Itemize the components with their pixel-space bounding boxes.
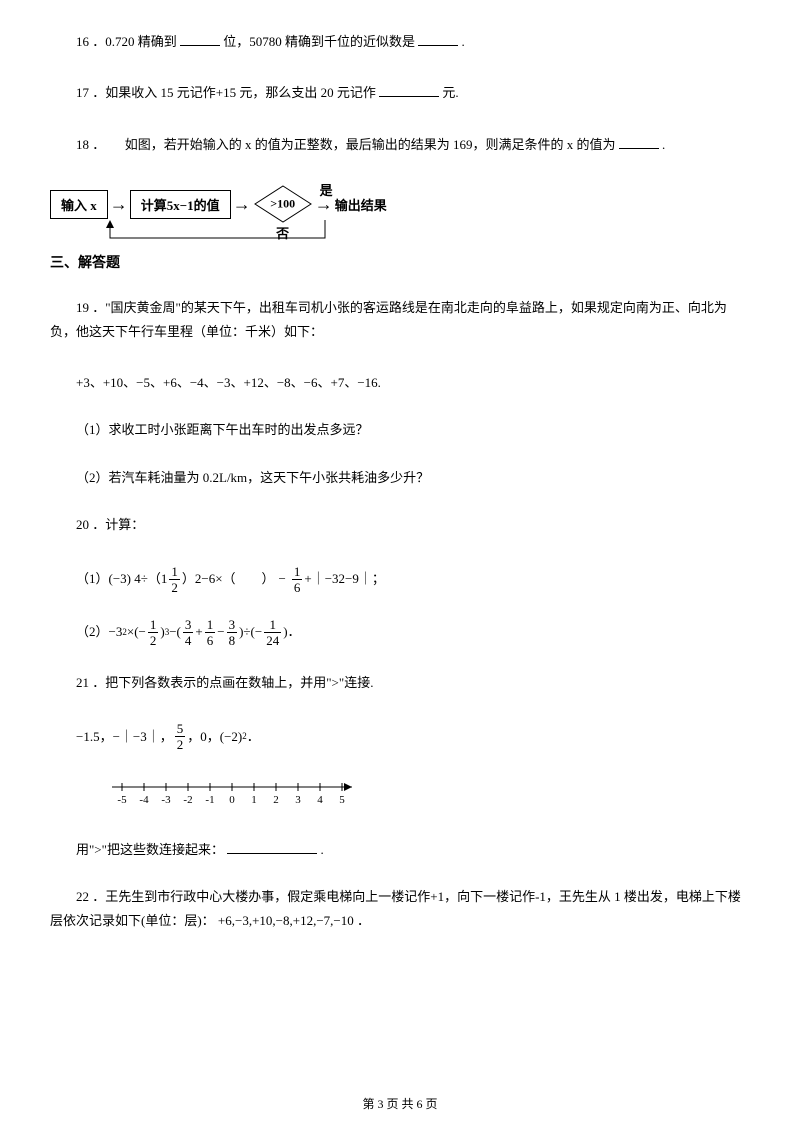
fc-calc-box: 计算5x−1的值 (130, 190, 231, 219)
q21-text: ．把下列各数表示的点画在数轴上，并用">"连接. (92, 675, 373, 690)
q21-num: 21 (76, 675, 89, 690)
footer-text: 第 3 页 共 6 页 (362, 1097, 437, 1111)
q20-part2: （2） −32 ×(− 12 )3 −( 34 + 16 − 38 )÷(− 1… (76, 618, 750, 647)
q20-num: 20 (76, 517, 89, 532)
question-16: 16 ．0.720 精确到 位，50780 精确到千位的近似数是 . (50, 30, 750, 53)
arrow-icon: → (110, 194, 128, 215)
neg2-squared: (−2)2 (220, 725, 247, 748)
q20-p2-prefix: （2） (76, 620, 109, 643)
q22-num: 22 (76, 889, 89, 904)
q17-text-a: ．如果收入 15 元记作+15 元，那么支出 20 元记作 (92, 85, 376, 100)
fc-cond-text: >100 (270, 197, 295, 212)
q21-connect-text: 用">"把这些数连接起来： (76, 842, 224, 857)
q20-part1: （1）(−3) 4÷（1 12 ）2−6×（ ） − 16 +｜−32−9｜； (76, 565, 750, 594)
svg-text:-3: -3 (161, 794, 171, 806)
fraction-5-2: 52 (175, 722, 186, 751)
svg-text:5: 5 (339, 794, 345, 806)
q20-p2-period: ． (288, 620, 301, 643)
fc-input-box: 输入 x (50, 190, 108, 219)
q21-connect: 用">"把这些数连接起来： . (50, 838, 750, 861)
q16-blank-2 (418, 32, 458, 46)
flowchart: 输入 x → 计算5x−1的值 → >100 是 否 → 输出结果 (50, 184, 750, 224)
q21-nums-b: ，0， (187, 725, 220, 748)
q20-p1-mid2: +｜−32−9｜； (304, 567, 385, 590)
fraction-1-6: 16 (292, 565, 303, 594)
svg-text:-1: -1 (205, 794, 214, 806)
fc-yes-label: 是 (320, 180, 333, 199)
number-line: -5 -4 -3 -2 -1 0 1 2 3 4 5 (102, 775, 750, 814)
q22-text-b: ． (357, 913, 370, 928)
q19-sub2: （2）若汽车耗油量为 0.2L/km，这天下午小张共耗油多少升？ (50, 466, 750, 489)
q18-num: 18 (76, 137, 89, 152)
svg-text:0: 0 (229, 794, 235, 806)
q20-p2-formula: −32 ×(− 12 )3 −( 34 + 16 − 38 )÷(− 124 ) (109, 618, 288, 647)
q22-text-a: ．王先生到市行政中心大楼办事，假定乘电梯向上一楼记作+1，向下一楼记作-1，王先… (50, 889, 741, 927)
q19-intro-text: ．"国庆黄金周"的某天下午，出租车司机小张的客运路线是在南北走向的阜益路上，如果… (50, 300, 727, 338)
q17-num: 17 (76, 85, 89, 100)
q21-period: . (320, 842, 323, 857)
section-3-title: 三、解答题 (50, 252, 750, 272)
question-19: 19 ．"国庆黄金周"的某天下午，出租车司机小张的客运路线是在南北走向的阜益路上… (50, 296, 750, 343)
q16-text-b: 位，50780 精确到千位的近似数是 (223, 34, 415, 49)
q19-data: +3、+10、−5、+6、−4、−3、+12、−8、−6、+7、−16. (50, 371, 750, 394)
q16-blank-1 (180, 32, 220, 46)
q16-text-a: ．0.720 精确到 (92, 34, 177, 49)
arrow-icon: → (233, 194, 251, 215)
q18-text-a: ． 如图，若开始输入的 x 的值为正整数，最后输出的结果为 169，则满足条件的… (92, 137, 615, 152)
svg-text:3: 3 (295, 794, 301, 806)
fc-decision: >100 是 否 (253, 184, 313, 224)
question-17: 17 ．如果收入 15 元记作+15 元，那么支出 20 元记作 元. (50, 81, 750, 104)
q19-num: 19 (76, 300, 89, 315)
svg-text:1: 1 (251, 794, 257, 806)
q21-nums-a: −1.5，−｜−3｜， (76, 725, 173, 748)
svg-text:4: 4 (317, 794, 323, 806)
q22-data: +6,−3,+10,−8,+12,−7,−10 (218, 913, 354, 928)
page-footer: 第 3 页 共 6 页 (0, 1095, 800, 1112)
q19-intro: 19 ．"国庆黄金周"的某天下午，出租车司机小张的客运路线是在南北走向的阜益路上… (50, 296, 750, 343)
q18-text-b: . (662, 137, 665, 152)
svg-text:2: 2 (273, 794, 279, 806)
flowchart-container: 输入 x → 计算5x−1的值 → >100 是 否 → 输出结果 (50, 184, 750, 224)
q20-text: ．计算： (92, 517, 144, 532)
question-20: 20 ．计算： (50, 513, 750, 536)
q20-p1-mid1: ）2−6×（ ） (182, 567, 275, 590)
q19-sub1: （1）求收工时小张距离下午出车时的出发点多远？ (50, 418, 750, 441)
question-21: 21 ．把下列各数表示的点画在数轴上，并用">"连接. (50, 671, 750, 694)
q16-text-c: . (462, 34, 465, 49)
svg-text:-5: -5 (117, 794, 127, 806)
q21-blank (227, 840, 317, 854)
q17-text-b: 元. (442, 85, 458, 100)
feedback-arrow-icon (105, 220, 415, 245)
fraction-1-2: 12 (169, 565, 180, 594)
q16-num: 16 (76, 34, 89, 49)
q18-blank (619, 135, 659, 149)
svg-text:-2: -2 (183, 794, 192, 806)
svg-text:-4: -4 (139, 794, 149, 806)
question-22: 22 ．王先生到市行政中心大楼办事，假定乘电梯向上一楼记作+1，向下一楼记作-1… (50, 885, 750, 932)
q21-numbers: −1.5，−｜−3｜， 52 ，0， (−2)2 ． (76, 722, 750, 751)
q20-p1-prefix: （1）(−3) 4÷（1 (76, 567, 167, 590)
q17-blank (379, 83, 439, 97)
q21-nums-c: ． (247, 725, 260, 748)
fc-output-text: 输出结果 (335, 195, 387, 214)
question-18: 18 ． 如图，若开始输入的 x 的值为正整数，最后输出的结果为 169，则满足… (50, 133, 750, 156)
